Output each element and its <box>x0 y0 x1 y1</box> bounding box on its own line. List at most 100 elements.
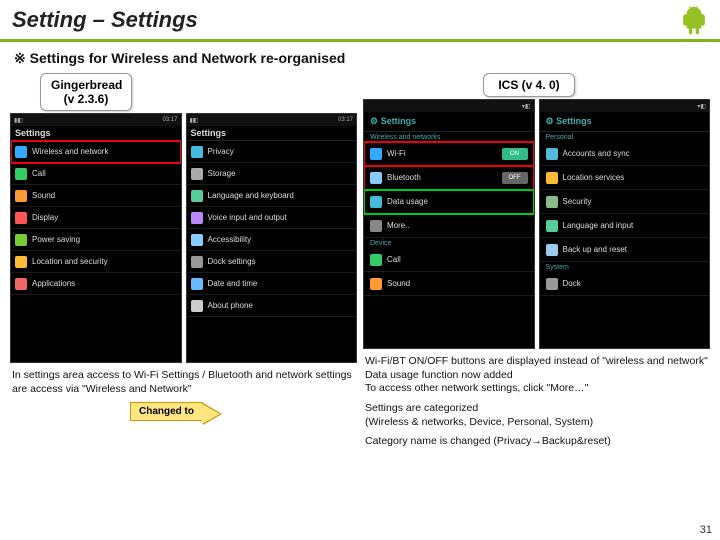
settings-item[interactable]: Display <box>11 207 181 229</box>
gb-phone-1: ▮◧03:17 Settings Wireless and network Cal… <box>10 113 182 363</box>
ics-phone-2: ▾◧ ⚙ Settings PersonalAccounts and syncL… <box>539 99 711 349</box>
privacy-icon <box>191 146 203 158</box>
section-header: System <box>540 262 710 272</box>
wifi-toggle[interactable]: ON <box>502 148 528 160</box>
left-column: Gingerbread (v 2.3.6) ▮◧03:17 Settings W… <box>10 73 357 449</box>
settings-item[interactable]: Back up and reset <box>540 238 710 262</box>
slide-header: Setting – Settings <box>0 0 720 42</box>
settings-label: Sound <box>32 191 177 200</box>
settings-title: Settings <box>187 126 357 141</box>
settings-label: Storage <box>208 169 353 178</box>
settings-label: About phone <box>208 301 353 310</box>
lang-icon <box>191 190 203 202</box>
right-caption-2: Settings are categorized (Wireless & net… <box>363 396 710 429</box>
call-icon <box>15 168 27 180</box>
backup-icon <box>546 244 558 256</box>
settings-title: Settings <box>11 126 181 141</box>
settings-item[interactable]: Sound <box>11 185 181 207</box>
settings-item[interactable]: More.. <box>364 214 534 238</box>
lang-icon <box>546 220 558 232</box>
settings-label: Accounts and sync <box>563 149 704 158</box>
gingerbread-tab: Gingerbread (v 2.3.6) <box>40 73 132 111</box>
settings-item[interactable]: About phone <box>187 295 357 317</box>
settings-item[interactable]: Accessibility <box>187 229 357 251</box>
page-number: 31 <box>700 524 712 536</box>
settings-label: Power saving <box>32 235 177 244</box>
right-caption-1: Wi-Fi/BT ON/OFF buttons are displayed in… <box>363 349 710 396</box>
settings-item[interactable]: Call <box>364 248 534 272</box>
loc-icon <box>15 256 27 268</box>
sec-icon <box>546 196 558 208</box>
settings-label: Privacy <box>208 147 353 156</box>
status-bar: ▮◧03:17 <box>11 114 181 126</box>
settings-label: Location and security <box>32 257 177 266</box>
acc-icon <box>191 234 203 246</box>
settings-label: Date and time <box>208 279 353 288</box>
settings-label: Sound <box>387 279 528 288</box>
sound-icon <box>15 190 27 202</box>
settings-item[interactable]: Dock <box>540 272 710 296</box>
settings-label: Display <box>32 213 177 222</box>
storage-icon <box>191 168 203 180</box>
settings-item[interactable]: Language and keyboard <box>187 185 357 207</box>
section-header: Personal <box>540 132 710 142</box>
acc-icon <box>370 172 382 184</box>
gb-phone-2: ▮◧03:17 Settings PrivacyStorageLanguage … <box>186 113 358 363</box>
settings-label: More.. <box>387 221 528 230</box>
power-icon <box>15 234 27 246</box>
settings-label: Applications <box>32 279 177 288</box>
settings-item[interactable]: Applications <box>11 273 181 295</box>
settings-item[interactable]: Storage <box>187 163 357 185</box>
data-icon <box>370 196 382 208</box>
settings-item[interactable]: Voice input and output <box>187 207 357 229</box>
settings-label: Bluetooth <box>387 173 497 182</box>
settings-item[interactable]: Privacy <box>187 141 357 163</box>
settings-item[interactable]: Power saving <box>11 229 181 251</box>
settings-item[interactable]: Location services <box>540 166 710 190</box>
section-header: Device <box>364 238 534 248</box>
settings-item[interactable]: Bluetooth OFF <box>364 166 534 190</box>
display-icon <box>15 212 27 224</box>
section-header: Wireless and networks <box>364 132 534 142</box>
android-icon <box>680 4 708 36</box>
comparison-container: Gingerbread (v 2.3.6) ▮◧03:17 Settings W… <box>0 73 720 449</box>
slide-title: Setting – Settings <box>12 7 198 33</box>
sound-icon <box>370 278 382 290</box>
settings-label: Wireless and network <box>32 147 177 156</box>
settings-item[interactable]: Sound <box>364 272 534 296</box>
wifi-icon <box>370 148 382 160</box>
settings-label: Location services <box>563 173 704 182</box>
settings-label: Back up and reset <box>563 245 704 254</box>
settings-item[interactable]: Language and input <box>540 214 710 238</box>
settings-item[interactable]: Security <box>540 190 710 214</box>
settings-label: Data usage <box>387 197 528 206</box>
settings-item[interactable]: Wireless and network <box>11 141 181 163</box>
settings-item[interactable]: Data usage <box>364 190 534 214</box>
apps-icon <box>15 278 27 290</box>
settings-item[interactable]: Accounts and sync <box>540 142 710 166</box>
call-icon <box>370 254 382 266</box>
left-caption: In settings area access to Wi-Fi Setting… <box>10 363 357 396</box>
settings-item[interactable]: Location and security <box>11 251 181 273</box>
loc-icon <box>546 172 558 184</box>
settings-label: Call <box>32 169 177 178</box>
date-icon <box>191 278 203 290</box>
dock-icon <box>191 256 203 268</box>
settings-item[interactable]: Date and time <box>187 273 357 295</box>
settings-label: Wi-Fi <box>387 149 497 158</box>
about-icon <box>191 300 203 312</box>
settings-item[interactable]: Wi-Fi ON <box>364 142 534 166</box>
voice-icon <box>191 212 203 224</box>
settings-label: Dock settings <box>208 257 353 266</box>
settings-title: ⚙ Settings <box>540 112 710 132</box>
settings-item[interactable]: Call <box>11 163 181 185</box>
ics-tab: ICS (v 4. 0) <box>483 73 575 97</box>
bt-toggle[interactable]: OFF <box>502 172 528 184</box>
right-column: ICS (v 4. 0) ▾◧ ⚙ Settings Wireless and … <box>363 73 710 449</box>
ics-phone-1: ▾◧ ⚙ Settings Wireless and networksWi-Fi… <box>363 99 535 349</box>
status-bar: ▾◧ <box>364 100 534 112</box>
more-icon <box>370 220 382 232</box>
settings-title: ⚙ Settings <box>364 112 534 132</box>
right-caption-3: Category name is changed (Privacy→Backup… <box>363 429 710 449</box>
settings-item[interactable]: Dock settings <box>187 251 357 273</box>
